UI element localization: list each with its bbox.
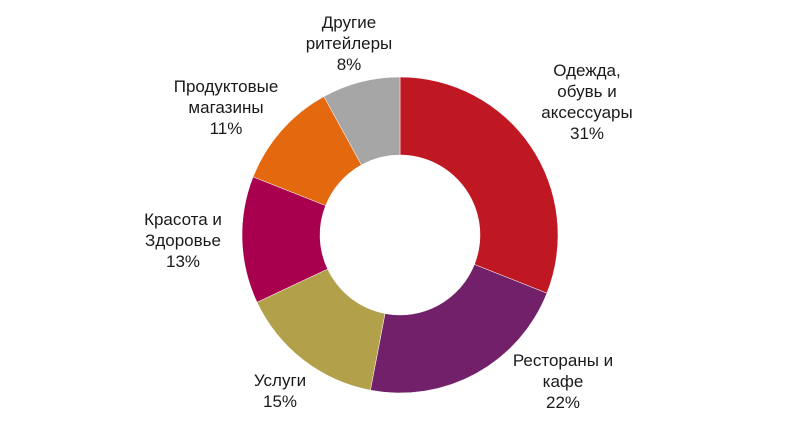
slice-name-line: Другие bbox=[322, 13, 376, 32]
slice-name-line: аксессуары bbox=[541, 103, 632, 122]
slice-name-line: ритейлеры bbox=[306, 34, 393, 53]
donut-slice bbox=[370, 264, 548, 394]
donut-slice bbox=[323, 76, 401, 166]
slice-label: Другие ритейлеры 8% bbox=[306, 13, 393, 74]
slice-name-line: Одежда, bbox=[553, 61, 621, 80]
slice-name-line: Продуктовые bbox=[174, 77, 279, 96]
slice-name-line: магазины bbox=[188, 98, 263, 117]
slice-percent: 31% bbox=[570, 124, 604, 143]
slice-label: Одежда, обувь и аксессуары 31% bbox=[541, 61, 632, 143]
slice-name-line: кафе bbox=[543, 372, 584, 391]
slice-name-line: Здоровье bbox=[145, 231, 221, 250]
slice-label: Рестораны и кафе 22% bbox=[513, 351, 613, 412]
slice-percent: 22% bbox=[546, 393, 580, 412]
slice-labels: Одежда, обувь и аксессуары 31% Рестораны и ка… bbox=[144, 13, 633, 412]
slice-percent: 8% bbox=[337, 55, 362, 74]
slice-name-line: Услуги bbox=[254, 371, 306, 390]
slice-name-line: Красота и bbox=[144, 210, 222, 229]
donut-slices bbox=[241, 76, 559, 394]
slice-label: Услуги 15% bbox=[254, 371, 306, 411]
slice-label: Продуктовые магазины 11% bbox=[174, 77, 279, 138]
slice-label: Красота и Здоровье 13% bbox=[144, 210, 222, 271]
donut-slice bbox=[399, 76, 559, 294]
slice-percent: 11% bbox=[210, 119, 243, 138]
slice-name-line: обувь и bbox=[557, 82, 616, 101]
slice-percent: 13% bbox=[166, 252, 200, 271]
slice-name-line: Рестораны и bbox=[513, 351, 613, 370]
slice-percent: 15% bbox=[263, 392, 297, 411]
